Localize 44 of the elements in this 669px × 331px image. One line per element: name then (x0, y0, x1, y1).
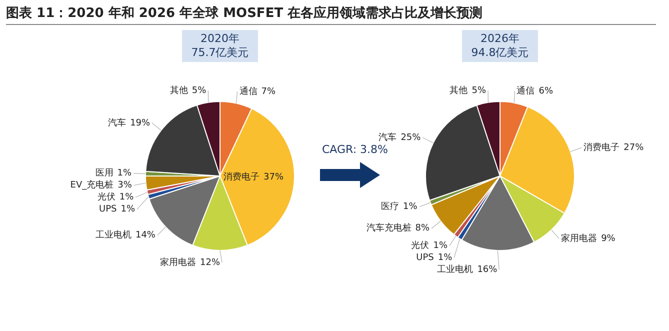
data-label: 27% (624, 143, 644, 154)
data-label: 37% (264, 172, 284, 182)
slice-label: 通信 (239, 86, 258, 97)
data-label: 7% (261, 86, 276, 97)
slice-label: UPS (416, 253, 434, 263)
slice-label: UPS (99, 204, 118, 215)
chart-subtitle: 2026年 94.8亿美元 (462, 30, 538, 62)
data-label: 5% (472, 86, 486, 96)
slice-label: 医用 (95, 168, 114, 179)
data-label: 1% (120, 204, 136, 215)
slice-label: 消费电子 (224, 171, 260, 182)
slice-label: 工业电机 (95, 230, 132, 241)
slice-label: 汽车 (108, 117, 126, 128)
data-label: 8% (415, 224, 430, 234)
slice-label: 光伏 (97, 192, 116, 203)
data-label: 1% (117, 168, 132, 179)
slice-label: 工业电机 (437, 264, 474, 275)
data-label: 16% (477, 265, 498, 275)
data-label: 14% (135, 230, 156, 241)
data-label: 1% (403, 202, 418, 212)
slice-label: 家用电器 (160, 256, 196, 268)
data-label: 1% (119, 192, 134, 203)
data-label: 25% (400, 132, 422, 143)
data-label: 1% (433, 241, 448, 251)
chart-subtitle: 2020年 75.7亿美元 (182, 30, 258, 62)
slice-label: 其他 (170, 84, 188, 96)
slice-label: 医疗 (381, 201, 400, 212)
data-label: 3% (118, 180, 132, 191)
slice-label: 汽车充电桩 (366, 222, 412, 234)
slice-label: 其他 (450, 84, 468, 96)
slice-label: 光伏 (411, 240, 430, 251)
data-label: 19% (130, 118, 151, 128)
data-label: 9% (601, 234, 616, 244)
slice-label: EV_充电桩 (70, 180, 114, 191)
data-label: 1% (438, 253, 453, 263)
chart-title: 图表 11：2020 年和 2026 年全球 MOSFET 在各应用领域需求占比及增长预测 (6, 4, 656, 25)
slice-label: 消费电子 (584, 142, 620, 154)
text: CAGR: 3.8% (322, 143, 388, 156)
data-label: 5% (192, 86, 207, 96)
slice-label: 汽车 (378, 132, 397, 143)
slice-label: 通信 (516, 85, 535, 96)
data-label: 6% (538, 86, 554, 96)
slice-label: 家用电器 (561, 232, 598, 244)
data-label: 12% (200, 258, 220, 268)
